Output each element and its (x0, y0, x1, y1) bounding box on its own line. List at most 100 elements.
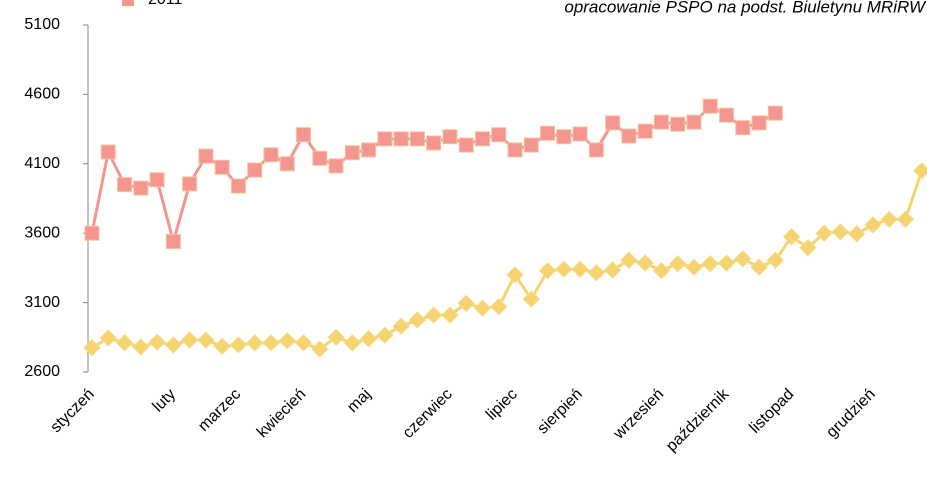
marker (767, 105, 783, 121)
marker (880, 210, 898, 229)
marker (180, 331, 199, 349)
marker (409, 131, 425, 147)
marker (572, 126, 588, 142)
marker (556, 129, 572, 145)
x-tick-label: lipiec (483, 386, 521, 424)
marker (621, 128, 637, 144)
marker (343, 334, 362, 352)
marker (132, 338, 150, 356)
y-tick-label: 3600 (24, 224, 60, 241)
marker (164, 336, 183, 354)
x-tick-label: sierpień (534, 386, 586, 438)
marker (636, 254, 654, 272)
marker (653, 114, 669, 130)
marker (198, 148, 214, 164)
marker (294, 334, 313, 352)
marker (669, 255, 687, 273)
marker (263, 147, 279, 163)
marker (442, 129, 458, 145)
marker (719, 107, 735, 123)
marker (831, 223, 850, 241)
marker (296, 127, 312, 143)
marker (766, 251, 785, 269)
marker (229, 336, 248, 354)
x-tick-label: luty (150, 386, 180, 416)
marker (278, 332, 296, 350)
y-tick-label: 4100 (24, 155, 60, 172)
marker (540, 125, 556, 141)
marker (555, 260, 573, 278)
x-tick-label: październik (663, 385, 733, 455)
marker (392, 317, 410, 335)
marker (652, 261, 671, 280)
marker (571, 260, 589, 278)
marker (457, 294, 475, 313)
x-tick-label: maj (344, 386, 374, 416)
marker (637, 123, 653, 139)
marker (133, 180, 149, 196)
marker (701, 255, 719, 273)
x-tick-label: czerwiec (400, 386, 456, 442)
marker (197, 331, 215, 349)
x-tick-label: grudzień (823, 386, 878, 441)
marker (491, 127, 507, 143)
marker (213, 337, 231, 356)
marker (847, 225, 866, 243)
x-tick-label: wrzesień (610, 386, 667, 443)
marker (279, 156, 295, 172)
marker (473, 299, 492, 317)
y-tick-label: 3100 (24, 294, 60, 311)
y-tick-label: 4600 (24, 86, 60, 103)
marker (311, 340, 329, 358)
marker (506, 266, 524, 284)
marker (685, 258, 703, 276)
marker (377, 131, 393, 147)
marker (148, 333, 166, 351)
marker (523, 137, 539, 153)
chart-subtitle: opracowanie PSPO na podst. Biuletynu MRi… (564, 0, 927, 16)
marker (670, 116, 686, 132)
marker (702, 98, 718, 114)
marker (799, 239, 817, 257)
marker (327, 328, 345, 347)
marker (328, 158, 344, 174)
legend-label: 2011 (148, 0, 183, 8)
marker (751, 115, 767, 131)
marker (214, 159, 230, 175)
marker (441, 306, 459, 324)
marker (84, 225, 100, 241)
series-line (91, 170, 924, 351)
marker (474, 131, 490, 147)
x-tick-label: styczeń (47, 386, 97, 436)
y-tick-label: 2600 (24, 363, 60, 380)
marker (344, 145, 360, 161)
marker (426, 135, 442, 151)
marker (605, 115, 621, 131)
marker (587, 264, 606, 282)
marker (522, 290, 540, 308)
marker (117, 177, 133, 193)
marker (507, 142, 523, 158)
marker (717, 254, 736, 272)
marker (393, 131, 409, 147)
marker (424, 306, 443, 324)
marker (262, 334, 280, 352)
marker (782, 227, 801, 246)
marker (100, 144, 116, 160)
marker (686, 114, 702, 130)
marker (115, 334, 134, 352)
marker (230, 178, 246, 194)
marker (750, 258, 768, 276)
marker (538, 261, 557, 280)
marker (247, 162, 263, 178)
marker (864, 216, 882, 234)
marker (620, 251, 638, 269)
marker (896, 210, 915, 229)
marker (149, 172, 165, 188)
marker (815, 224, 833, 242)
x-tick-label: listopad (746, 386, 797, 437)
x-tick-label: kwiecień (254, 386, 309, 441)
marker (735, 120, 751, 136)
marker (245, 334, 264, 352)
